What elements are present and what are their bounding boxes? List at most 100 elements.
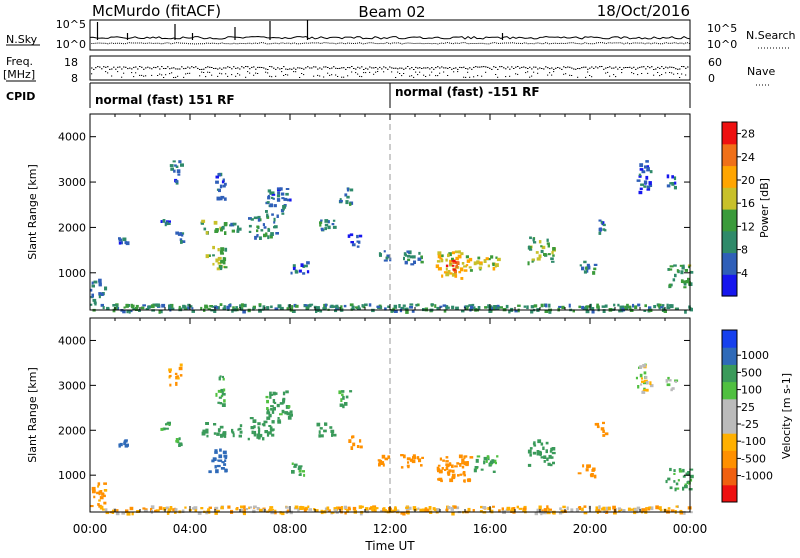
heatmap-cell	[682, 486, 685, 491]
heatmap-cell	[206, 434, 209, 438]
heatmap-cell	[619, 309, 624, 313]
time-axis-label: Time UT	[364, 539, 415, 553]
heatmap-cell	[182, 304, 186, 309]
nave-point	[255, 72, 257, 74]
nave-point	[589, 75, 591, 76]
heatmap-cell	[540, 249, 544, 254]
heatmap-cell	[675, 307, 679, 310]
nave-point	[351, 71, 353, 73]
heatmap-cell	[349, 188, 354, 192]
heatmap-cell	[123, 306, 126, 309]
heatmap-cell	[518, 507, 522, 510]
nave-point	[509, 75, 511, 77]
nave-label: Nave	[747, 65, 775, 78]
heatmap-cell	[361, 505, 364, 508]
heatmap-cell	[131, 304, 135, 309]
freq-point	[663, 68, 665, 70]
freq-point	[365, 67, 367, 69]
freq-point	[287, 68, 289, 70]
heatmap-cell	[546, 457, 549, 462]
freq-point	[659, 67, 661, 69]
freq-point	[339, 67, 341, 69]
heatmap-cell	[262, 305, 266, 309]
heatmap-cell	[271, 213, 274, 216]
heatmap-cell	[349, 390, 353, 393]
heatmap-cell	[540, 456, 544, 459]
freq-point	[431, 67, 433, 69]
heatmap-cell	[217, 389, 222, 393]
heatmap-cell	[262, 507, 266, 510]
heatmap-cell	[679, 264, 684, 267]
nave-point	[661, 74, 663, 75]
x-tick-label: 08:00	[273, 522, 308, 536]
heatmap-cell	[457, 474, 460, 477]
heatmap-cell	[187, 303, 191, 307]
freq-point	[401, 67, 403, 69]
nave-point	[585, 76, 587, 78]
nave-point	[439, 72, 441, 74]
freq-point	[305, 67, 307, 69]
nave-point	[411, 75, 413, 77]
heatmap-cell	[270, 405, 274, 408]
heatmap-cell	[91, 293, 94, 298]
heatmap-cell	[680, 279, 684, 283]
heatmap-cell	[649, 384, 654, 388]
heatmap-cell	[99, 496, 104, 500]
nave-point	[203, 72, 205, 73]
heatmap-cell	[324, 227, 327, 231]
nave-point	[409, 75, 411, 77]
heatmap-cell	[224, 266, 228, 269]
freq-point	[423, 67, 425, 69]
heatmap-cell	[293, 465, 297, 468]
freq-point	[411, 67, 413, 69]
heatmap-cell	[461, 462, 466, 465]
heatmap-cell	[458, 271, 462, 274]
heatmap-cell	[341, 393, 344, 397]
heatmap-cell	[273, 204, 277, 208]
freq-point	[327, 67, 329, 68]
heatmap-cell	[104, 286, 108, 291]
heatmap-cell	[125, 509, 129, 513]
heatmap-cell	[487, 258, 491, 261]
heatmap-cell	[682, 280, 686, 284]
heatmap-cell	[125, 303, 129, 308]
heatmap-cell	[120, 239, 122, 242]
heatmap-cell	[285, 506, 289, 509]
freq-point	[565, 67, 567, 69]
heatmap-cell	[533, 441, 536, 445]
heatmap-cell	[512, 507, 516, 510]
heatmap-cell	[90, 303, 93, 306]
heatmap-cell	[668, 379, 672, 382]
freq-point	[545, 66, 547, 68]
freq-point	[633, 66, 635, 68]
heatmap-cell	[548, 303, 551, 308]
heatmap-cell	[294, 269, 298, 273]
heatmap-cell	[257, 436, 261, 440]
heatmap-cell	[259, 508, 263, 513]
heatmap-cell	[583, 260, 587, 264]
nave-point	[609, 75, 611, 77]
heatmap-cell	[552, 461, 555, 465]
freq-point	[617, 68, 619, 70]
heatmap-cell	[593, 474, 597, 479]
freq-point	[573, 68, 575, 70]
heatmap-cell	[177, 233, 182, 236]
heatmap-cell	[267, 196, 271, 200]
heatmap-cell	[466, 259, 471, 263]
colorbar-block	[722, 209, 737, 232]
heatmap-cell	[627, 507, 631, 511]
nave-point	[357, 73, 359, 75]
freq-point	[101, 68, 103, 70]
freq-point	[151, 68, 153, 70]
heatmap-cell	[494, 307, 498, 310]
heatmap-cell	[322, 307, 326, 310]
colorbar-block	[722, 330, 737, 348]
nave-point	[185, 73, 187, 75]
heatmap-cell	[224, 247, 228, 252]
heatmap-cell	[643, 371, 647, 375]
heatmap-cell	[258, 303, 262, 306]
heatmap-cell	[327, 220, 330, 224]
heatmap-cell	[297, 507, 300, 512]
heatmap-cell	[214, 306, 219, 309]
